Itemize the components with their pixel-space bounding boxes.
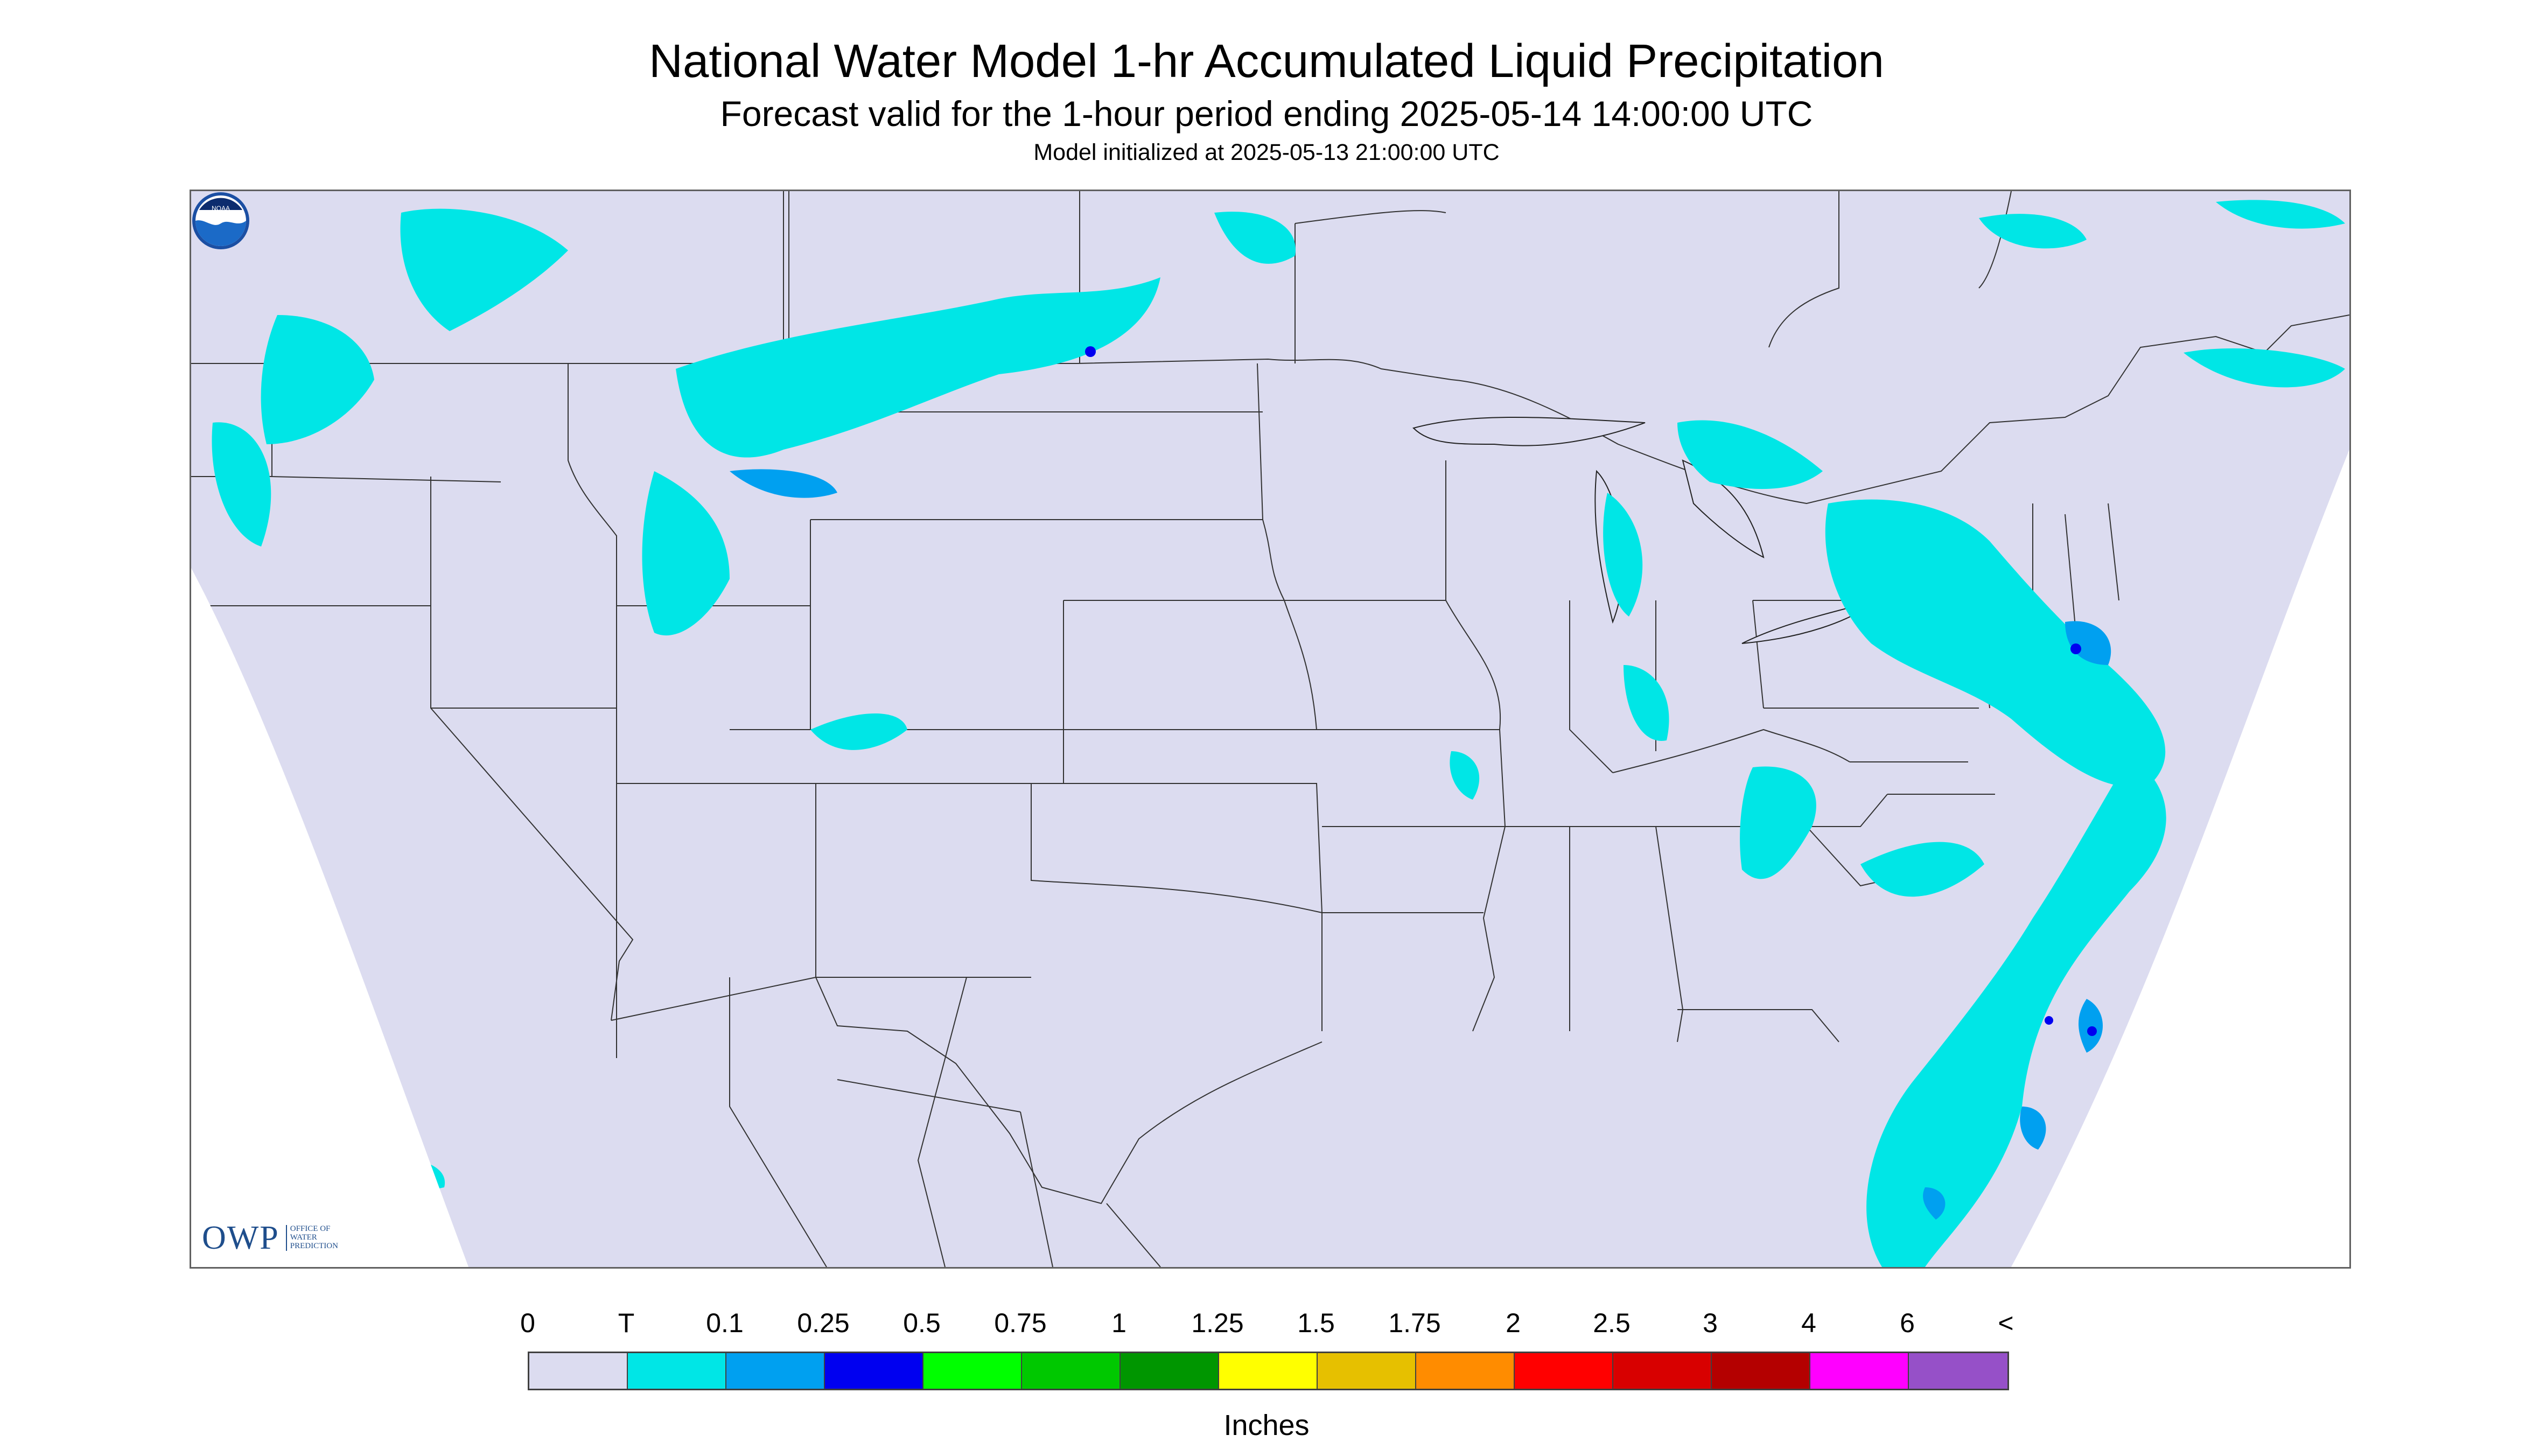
legend-tick-label: 6 [1900,1308,1915,1338]
legend-tick-label: 3 [1703,1308,1718,1338]
forecast-valid-subtitle: Forecast valid for the 1-hour period end… [720,94,1813,134]
legend-color-cell [1613,1353,1712,1389]
legend-color-cell [1712,1353,1810,1389]
precip-moderate-areas [1085,346,2097,1036]
legend-tick-label: 0.1 [706,1308,744,1338]
owp-logo-subtitle: OFFICE OF WATER PREDICTION [285,1225,338,1251]
legend-tick-label: 1.5 [1297,1308,1335,1338]
outside-domain [191,568,468,1267]
color-scale-legend [528,1352,2009,1390]
precipitation-map: OWP OFFICE OF WATER PREDICTION NOAA [190,190,2351,1269]
precip-trace-areas [212,200,2345,1267]
noaa-logo-icon: NOAA [192,192,249,249]
legend-color-cell [726,1353,825,1389]
model-init-text: Model initialized at 2025-05-13 21:00:00… [1033,139,1500,165]
legend-color-cell [1022,1353,1121,1389]
owp-logo-text: OWP [202,1219,279,1256]
legend-color-cell [1219,1353,1318,1389]
legend-labels: 0 T 0.1 0.25 0.5 0.75 1 1.25 1.5 1.75 2 2.5 3 4 6 < [0,1307,2533,1340]
legend-tick-label: < [1998,1308,2014,1338]
legend-color-cell [1515,1353,1613,1389]
legend-tick-label: T [618,1308,635,1338]
legend-tick-label: 0.25 [797,1308,850,1338]
legend-color-cell [1416,1353,1515,1389]
legend-tick-label: 2.5 [1593,1308,1631,1338]
legend-color-cell [1810,1353,1909,1389]
legend-tick-label: 1 [1111,1308,1126,1338]
legend-tick-label: 1.25 [1191,1308,1244,1338]
legend-tick-label: 2 [1506,1308,1521,1338]
legend-color-cell [628,1353,726,1389]
legend-color-cell [923,1353,1022,1389]
political-boundaries [191,191,2349,1267]
legend-tick-label: 0.75 [994,1308,1047,1338]
legend-color-cell [1318,1353,1416,1389]
map-canvas [191,191,2349,1267]
svg-text:NOAA: NOAA [212,205,230,212]
legend-tick-label: 0 [520,1308,535,1338]
legend-color-cell [529,1353,628,1389]
legend-tick-label: 0.5 [903,1308,941,1338]
legend-tick-label: 1.75 [1388,1308,1441,1338]
legend-units: Inches [1223,1409,1310,1441]
legend-tick-label: 4 [1801,1308,1816,1338]
chart-title: National Water Model 1-hr Accumulated Li… [649,35,1884,87]
legend-color-cell [825,1353,923,1389]
owp-logo: OWP OFFICE OF WATER PREDICTION [202,1216,338,1259]
legend-color-cell [1909,1353,2007,1389]
precip-light-areas [730,469,2111,1220]
legend-color-cell [1121,1353,1219,1389]
